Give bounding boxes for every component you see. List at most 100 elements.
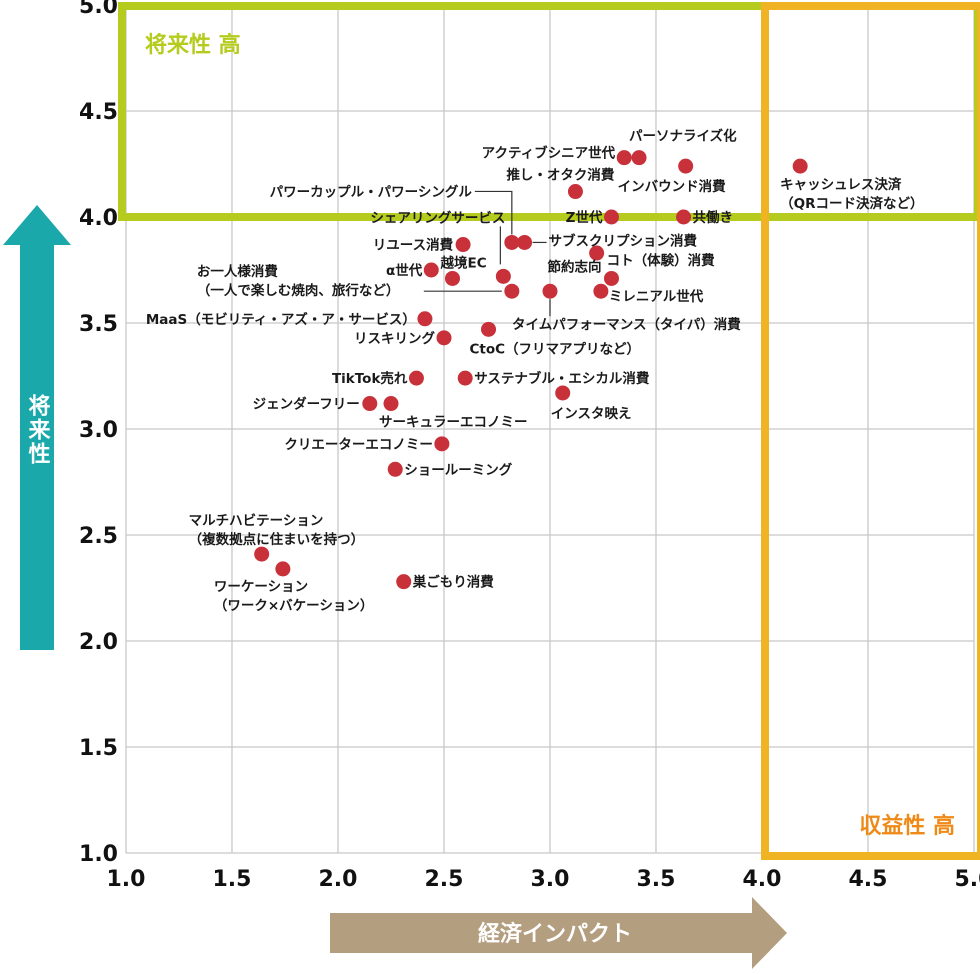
point-label: タイムパフォーマンス（タイパ）消費 <box>512 316 741 333</box>
grid <box>125 4 975 854</box>
point-label-main: Z世代 <box>566 209 603 226</box>
y-tick-label: 4.5 <box>79 100 118 125</box>
y-tick-label: 5.0 <box>79 0 118 19</box>
x-axis-arrow-shape <box>330 897 787 969</box>
x-axis-label: 経済インパクト <box>478 921 632 947</box>
point-label-main: MaaS（モビリティ・アズ・ア・サービス） <box>146 311 416 328</box>
point-label: TikTok売れ <box>332 370 408 387</box>
y-tick-label: 1.5 <box>79 736 118 761</box>
data-point <box>603 209 619 225</box>
point-label-main: シェアリングサービス <box>370 209 505 226</box>
point-label-main: クリエーターエコノミー <box>284 437 433 453</box>
point-label-main: インスタ映え <box>551 406 632 422</box>
leader-line <box>474 190 513 235</box>
x-tick-label: 3.5 <box>637 867 676 892</box>
y-axis-arrow: 将来性 <box>3 205 71 650</box>
data-point <box>362 396 378 412</box>
point-label: MaaS（モビリティ・アズ・ア・サービス） <box>146 311 416 328</box>
data-point <box>616 150 632 166</box>
point-label-main: ワーケーション <box>214 579 308 595</box>
point-label-main: パワーカップル・パワーシングル <box>270 183 473 200</box>
y-tick-label: 1.0 <box>79 842 118 867</box>
data-point <box>589 245 605 261</box>
x-axis-arrow: 経済インパクト <box>330 897 787 969</box>
data-point <box>396 574 412 590</box>
data-point <box>481 321 497 337</box>
data-point <box>408 370 424 386</box>
point-label: お一人様消費 （一人で楽しむ焼肉、旅行など） <box>197 263 400 299</box>
leader-lines <box>423 190 551 317</box>
x-tick-label: 4.5 <box>849 867 888 892</box>
point-label: インバウンド消費 <box>618 178 726 195</box>
point-label: ジェンダーフリー <box>253 396 360 413</box>
point-label-main: 節約志向 <box>547 258 601 275</box>
x-tick-label: 1.5 <box>213 867 252 892</box>
point-label-main: サブスクリプション消費 <box>549 232 698 249</box>
data-point <box>383 396 399 412</box>
x-tick-label: 3.0 <box>531 867 570 892</box>
data-point <box>434 436 450 452</box>
y-axis-label: 将来性 <box>25 393 52 466</box>
x-tick-label: 1.0 <box>107 867 146 892</box>
point-label: クリエーターエコノミー <box>284 437 433 453</box>
point-label: 推し・オタク消費 <box>506 167 614 184</box>
point-label-main: アクティブシニア世代 <box>482 145 616 162</box>
point-label: ショールーミング <box>404 461 512 478</box>
data-point <box>417 311 433 327</box>
data-point <box>387 461 403 477</box>
data-point <box>517 234 533 250</box>
data-point <box>603 270 619 286</box>
point-label: 越境EC <box>439 254 486 271</box>
point-label: 共働き <box>693 209 734 226</box>
data-point <box>444 270 460 286</box>
data-point <box>555 385 571 401</box>
point-label: 巣ごもり消費 <box>412 574 494 591</box>
point-label-main: インバウンド消費 <box>618 178 726 195</box>
tick-labels: 1.0 1.5 2.0 2.5 3.0 3.5 4.0 4.5 5.0 1.0 1.5 2.0 2.5 3… <box>79 0 980 892</box>
data-point <box>504 283 520 299</box>
point-label-main: TikTok売れ <box>332 370 408 387</box>
y-tick-label: 2.0 <box>79 630 118 655</box>
y-axis-arrow-shape <box>3 205 71 650</box>
x-tick-label: 2.0 <box>319 867 358 892</box>
point-label: コト（体験）消費 <box>607 252 715 269</box>
point-label: ワーケーション （ワーク×バケーション） <box>214 579 374 614</box>
data-point <box>542 283 558 299</box>
point-label-main: コト（体験）消費 <box>607 252 715 269</box>
data-point <box>436 330 452 346</box>
data-point <box>504 234 520 250</box>
point-label-main: ジェンダーフリー <box>253 396 360 413</box>
profit-high-label: 収益性 高 <box>859 813 955 839</box>
point-label: アクティブシニア世代 <box>482 145 616 162</box>
y-tick-label: 3.5 <box>79 312 118 337</box>
point-label-main: 越境EC <box>439 254 486 271</box>
data-point <box>631 150 647 166</box>
point-label-sub: （複数拠点に住まいを持つ） <box>189 531 365 548</box>
point-label-main: リスキリング <box>354 330 435 347</box>
y-tick-label: 2.5 <box>79 524 118 549</box>
point-label-main: キャッシュレス決済 <box>780 176 902 193</box>
point-label: ミレニアル世代 <box>609 288 704 305</box>
point-label: マルチハビテーション （複数拠点に住まいを持つ） <box>189 513 365 548</box>
point-label: シェアリングサービス <box>370 209 505 226</box>
data-points <box>254 150 808 590</box>
x-tick-label: 4.0 <box>743 867 782 892</box>
point-label: サブスクリプション消費 <box>549 232 698 249</box>
y-tick-label: 4.0 <box>79 206 118 231</box>
point-label-main: ショールーミング <box>404 461 512 478</box>
future-high-label: 将来性 高 <box>145 32 241 58</box>
point-label-sub: （一人で楽しむ焼肉、旅行など） <box>197 282 400 299</box>
point-label-main: 共働き <box>693 209 734 226</box>
point-label-main: パーソナライズ化 <box>629 128 737 145</box>
point-label: α世代 <box>386 262 423 279</box>
x-tick-label: 5.0 <box>955 867 980 892</box>
data-point <box>423 262 439 278</box>
point-label-main: マルチハビテーション <box>189 513 324 529</box>
point-label: Z世代 <box>566 209 603 226</box>
point-label-main: お一人様消費 <box>197 263 278 280</box>
data-point <box>275 561 291 577</box>
point-label-main: α世代 <box>386 262 423 279</box>
point-label: サステナブル・エシカル消費 <box>474 370 650 387</box>
point-label: サーキュラーエコノミー <box>379 415 528 431</box>
